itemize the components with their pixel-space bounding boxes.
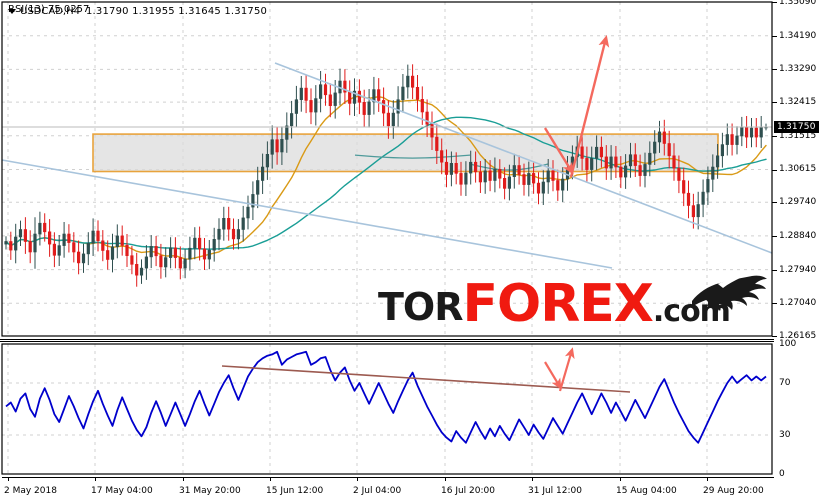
pane-separator-2: [0, 341, 774, 342]
time-axis-label: 2 May 2018: [4, 486, 57, 496]
time-axis-label: 17 May 04:00: [91, 486, 153, 496]
price-axis-tick: [772, 35, 777, 37]
descending-channel-upper: [274, 62, 773, 254]
price-axis-label: 1.34190: [779, 30, 817, 41]
price-pane: [1, 1, 773, 337]
price-axis-tick: [772, 102, 777, 104]
forecast-arrow-up: [569, 34, 610, 178]
time-axis-label: 31 Jul 12:00: [528, 486, 582, 496]
current-price-tag: 1.31750: [774, 120, 819, 133]
time-axis-tick: [183, 477, 184, 481]
price-axis-label: 1.27040: [779, 298, 817, 309]
time-axis-tick: [532, 477, 533, 481]
forecast-arrow-group: [543, 34, 610, 178]
rsi-pane: [0, 342, 820, 477]
price-axis-label: 1.28840: [779, 230, 817, 241]
rsi-gridlines: [2, 344, 772, 474]
rsi-line: [5, 350, 767, 444]
price-axis-tick: [772, 2, 777, 3]
time-axis-tick: [620, 477, 621, 481]
moving-average-fast: [5, 95, 767, 260]
rsi-chart-canvas: [1, 343, 773, 475]
symbol-label: USDCAD,H4: [20, 6, 80, 17]
time-axis-label: 2 Jul 04:00: [353, 486, 402, 496]
time-axis-tick: [270, 477, 271, 481]
time-axis-label: 31 May 20:00: [179, 486, 241, 496]
price-axis-label: 1.33290: [779, 64, 817, 75]
forecast-arrow-down: [543, 127, 574, 175]
price-axis-tick: [772, 269, 777, 271]
price-axis-tick: [772, 336, 777, 337]
rsi-forecast-arrow-down: [544, 361, 562, 390]
rsi-title: RSI(13) 75.0257: [8, 4, 90, 15]
price-axis-tick: [772, 135, 777, 137]
time-axis-line: [2, 477, 774, 478]
triangle-down-icon[interactable]: [8, 8, 16, 14]
rsi-axis-label: 30: [779, 430, 791, 440]
price-axis-label: 1.31515: [779, 130, 817, 141]
price-axis-tick: [772, 169, 777, 171]
time-axis-tick: [445, 477, 446, 481]
time-axis-label: 15 Jun 12:00: [266, 486, 324, 496]
time-axis-tick: [357, 477, 358, 481]
rsi-axis-label: 0: [779, 469, 785, 479]
price-axis-label: 1.35090: [779, 0, 817, 7]
candlestick-series: [4, 64, 768, 287]
rsi-axis-label: 70: [779, 378, 791, 388]
pane-separator: [0, 339, 774, 340]
price-axis-tick: [772, 235, 777, 237]
time-axis-label: 16 Jul 20:00: [441, 486, 495, 496]
rsi-forecast-arrow-up: [558, 347, 575, 392]
rsi-axis-label: 100: [779, 339, 797, 349]
price-axis-label: 1.30615: [779, 164, 817, 175]
price-axis-label: 1.29740: [779, 197, 817, 208]
price-axis-tick: [772, 69, 777, 71]
price-axis-tick: [772, 303, 777, 305]
price-axis-label: 1.32415: [779, 97, 817, 108]
bull-logo-icon: [692, 275, 767, 311]
time-axis-label: 15 Aug 04:00: [616, 486, 677, 496]
price-axis-tick: [772, 202, 777, 204]
price-chart-canvas: [1, 1, 773, 337]
torforex-watermark: TOR FOREX .com: [378, 274, 731, 334]
time-axis-tick: [95, 477, 96, 481]
price-axis-label: 1.27940: [779, 264, 817, 275]
watermark-forex: FOREX: [462, 274, 654, 334]
price-axis-label: 1.26165: [779, 331, 817, 341]
descending-channel-lower: [1, 159, 613, 269]
symbol-bar[interactable]: USDCAD,H4 1.31790 1.31955 1.31645 1.31750: [8, 6, 267, 17]
time-axis-label: 29 Aug 20:00: [703, 486, 764, 496]
descending-channel: [1, 62, 773, 269]
time-axis-tick: [707, 477, 708, 481]
time-axis-tick: [8, 477, 9, 481]
ohlc-values: 1.31790 1.31955 1.31645 1.31750: [85, 6, 268, 17]
watermark-tor: TOR: [378, 284, 463, 329]
